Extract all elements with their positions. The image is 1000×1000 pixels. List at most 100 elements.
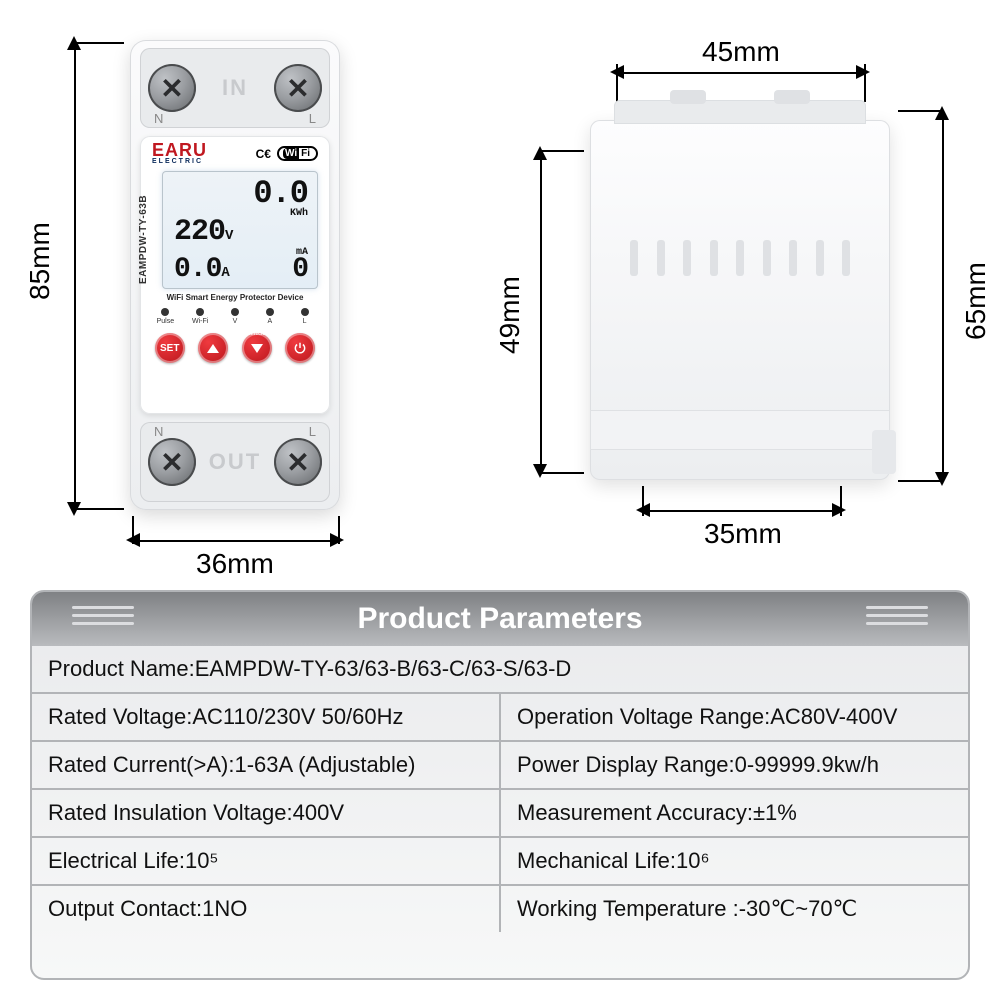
- lcd-kwh-value: 0.0: [253, 175, 308, 212]
- led-v: V: [220, 308, 250, 325]
- dim-tick: [540, 472, 584, 474]
- device-face: EARU ELECTRIC C€ WiFi EAMPDW-TY-63B 0.0 …: [140, 136, 330, 414]
- model-label-vertical: EAMPDW-TY-63B: [138, 195, 149, 284]
- down-button[interactable]: connecting: [242, 333, 272, 363]
- param-cell: Rated Insulation Voltage:400V: [32, 790, 499, 836]
- brand-logo: EARU ELECTRIC: [152, 142, 207, 165]
- table-row: Product Name:EAMPDW-TY-63/63-B/63-C/63-S…: [32, 646, 968, 692]
- button-row: SET connecting: [148, 333, 322, 363]
- param-cell: Rated Voltage:AC110/230V 50/60Hz: [32, 694, 499, 740]
- param-cell: Rated Current(>A):1-63A (Adjustable): [32, 742, 499, 788]
- lcd-ma-value: 0: [292, 254, 308, 285]
- dim-arrow: [533, 464, 547, 478]
- vent-slots: [630, 240, 850, 276]
- dim-tick: [898, 480, 944, 482]
- terminal-block-out: N L OUT: [140, 422, 330, 502]
- table-row: Electrical Life:10⁵ Mechanical Life:10⁶: [32, 836, 968, 884]
- param-cell: Power Display Range:0-99999.9kw/h: [499, 742, 968, 788]
- dim-line-36: [138, 540, 332, 542]
- dim-line-35: [648, 510, 834, 512]
- dim-tick: [338, 516, 340, 544]
- brand-main: EARU: [152, 142, 207, 158]
- dim-arrow: [856, 65, 870, 79]
- wifi-badge-wi: Wi: [283, 148, 299, 159]
- dim-arrow: [935, 472, 949, 486]
- power-button[interactable]: [285, 333, 315, 363]
- param-cell: Output Contact:1NO: [32, 886, 499, 932]
- dim-arrow: [330, 533, 344, 547]
- dim-tick: [132, 516, 134, 544]
- brand-sub: ELECTRIC: [152, 158, 207, 165]
- set-button[interactable]: SET: [155, 333, 185, 363]
- dim-tick: [840, 486, 842, 516]
- parameters-title: Product Parameters: [357, 602, 642, 636]
- dim-arrow: [935, 106, 949, 120]
- rail-clip: [872, 430, 896, 474]
- dim-line-65: [942, 116, 944, 476]
- terminal-l-label: L: [309, 111, 316, 126]
- table-row: Output Contact:1NO Working Temperature :…: [32, 884, 968, 932]
- triangle-down-icon: [251, 344, 263, 353]
- device-side: [590, 120, 890, 480]
- dim-tick: [642, 486, 644, 516]
- param-cell: Electrical Life:10⁵: [32, 838, 499, 884]
- side-notch: [774, 90, 810, 104]
- parameters-body: Product Name:EAMPDW-TY-63/63-B/63-C/63-S…: [32, 646, 968, 932]
- param-label: Product Name:: [48, 656, 195, 681]
- table-row: Rated Current(>A):1-63A (Adjustable) Pow…: [32, 740, 968, 788]
- hamburger-icon: [72, 606, 134, 625]
- param-cell: Measurement Accuracy:±1%: [499, 790, 968, 836]
- wifi-badge: WiFi: [277, 146, 318, 161]
- dim-tick: [898, 110, 944, 112]
- param-cell: Operation Voltage Range:AC80V-400V: [499, 694, 968, 740]
- parameters-header: Product Parameters: [32, 592, 968, 646]
- dim-line-49: [540, 156, 542, 468]
- lcd-amp-value: 0.0: [174, 254, 221, 285]
- lcd-volt-value: 220: [174, 215, 225, 249]
- terminal-n-label: N: [154, 111, 163, 126]
- connecting-label: connecting: [243, 331, 270, 337]
- device-front: IN N L EARU ELECTRIC C€ WiFi EAMPDW-TY-6…: [130, 40, 340, 510]
- lcd-display: 0.0 KWh 220V 0.0A mA 0: [162, 171, 318, 289]
- dim-label-45mm: 45mm: [702, 36, 780, 68]
- din-rail-slot: [590, 410, 890, 450]
- lcd-amp-unit: A: [221, 265, 229, 281]
- led-pulse: Pulse: [150, 308, 180, 325]
- dim-tick: [864, 64, 866, 102]
- terminal-l-label: L: [309, 424, 316, 439]
- wifi-badge-fi: Fi: [299, 148, 312, 159]
- dim-tick: [616, 64, 618, 102]
- param-cell: Working Temperature :-30℃~70℃: [499, 886, 968, 932]
- terminal-n-label: N: [154, 424, 163, 439]
- lcd-volt-unit: V: [225, 228, 233, 244]
- dim-label-85mm: 85mm: [24, 222, 56, 300]
- terminal-block-in: IN N L: [140, 48, 330, 128]
- dim-arrow: [832, 503, 846, 517]
- dim-label-36mm: 36mm: [196, 548, 274, 580]
- param-value: EAMPDW-TY-63/63-B/63-C/63-S/63-D: [195, 656, 572, 681]
- led-row: Pulse Wi-Fi V A L: [148, 308, 322, 325]
- power-icon: [293, 341, 307, 355]
- terminal-in-label: IN: [140, 75, 330, 101]
- dim-tick: [540, 150, 584, 152]
- dim-label-65mm: 65mm: [960, 262, 992, 340]
- parameters-panel: Product Parameters Product Name:EAMPDW-T…: [30, 590, 970, 980]
- dim-label-49mm: 49mm: [494, 276, 526, 354]
- dim-line-85: [74, 46, 76, 506]
- triangle-up-icon: [207, 344, 219, 353]
- led-a: A: [255, 308, 285, 325]
- terminal-out-label: OUT: [140, 449, 330, 475]
- dim-tick: [74, 508, 124, 510]
- dim-label-35mm: 35mm: [704, 518, 782, 550]
- side-notch: [670, 90, 706, 104]
- dim-arrow: [533, 146, 547, 160]
- param-cell: Product Name:EAMPDW-TY-63/63-B/63-C/63-S…: [32, 646, 968, 692]
- hamburger-icon: [866, 606, 928, 625]
- led-l: L: [290, 308, 320, 325]
- up-button[interactable]: [198, 333, 228, 363]
- dim-tick: [74, 42, 124, 44]
- dim-line-45: [622, 72, 858, 74]
- table-row: Rated Voltage:AC110/230V 50/60Hz Operati…: [32, 692, 968, 740]
- ce-mark: C€: [256, 147, 271, 161]
- table-row: Rated Insulation Voltage:400V Measuremen…: [32, 788, 968, 836]
